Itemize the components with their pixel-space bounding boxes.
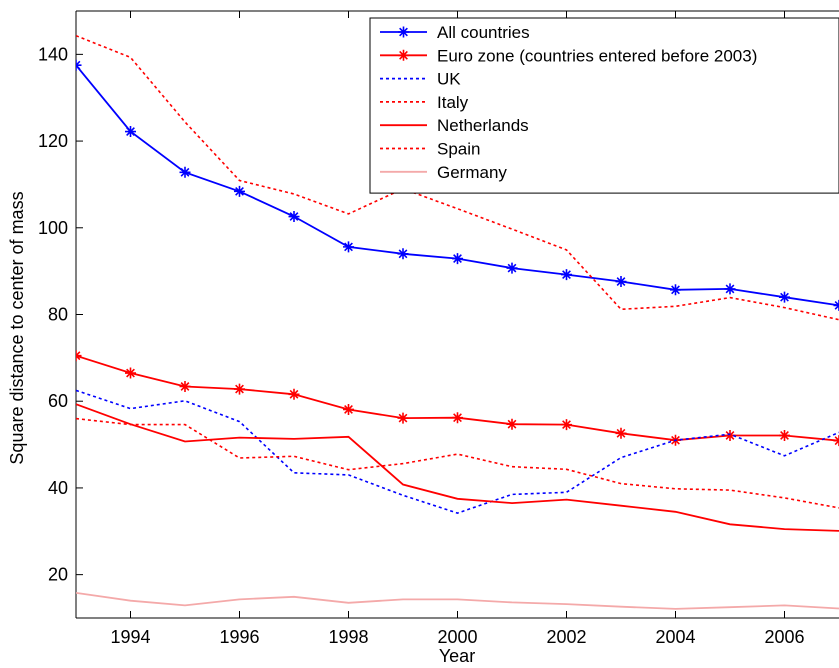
data-point-all: [452, 253, 463, 265]
y-tick-label: 120: [38, 131, 68, 151]
legend: All countries Euro zone (countries entere…: [369, 17, 839, 194]
data-point-all: [179, 166, 191, 178]
y-axis: 20 40 60 80 100 120 140: [38, 44, 83, 585]
legend-label: Italy: [437, 93, 469, 112]
data-point-all: [234, 185, 245, 197]
data-point-euro: [179, 380, 191, 392]
data-point-euro: [615, 427, 627, 439]
x-tick-label: 1998: [328, 627, 368, 647]
data-point-all: [76, 59, 82, 71]
data-point-all: [343, 241, 354, 253]
data-point-euro: [343, 403, 354, 415]
x-axis: 1994 1996 1998 2000 2002 2004 2006: [110, 11, 805, 647]
data-point-euro: [397, 412, 409, 424]
legend-label: Spain: [437, 140, 480, 159]
data-point-all: [506, 262, 518, 274]
legend-box: [369, 17, 839, 194]
data-point-all: [288, 211, 300, 223]
legend-item: Spain: [380, 140, 480, 159]
series-lines: [76, 34, 839, 610]
legend-item: All countries: [380, 23, 530, 42]
data-point-all: [125, 126, 136, 138]
x-tick-label: 2004: [655, 627, 695, 647]
legend-item: UK: [380, 70, 461, 89]
series-line-spain: [76, 34, 839, 321]
y-tick-label: 140: [38, 44, 68, 64]
y-tick-label: 40: [48, 478, 68, 498]
data-point-all: [397, 248, 409, 260]
legend-marker: [398, 49, 409, 61]
data-point-euro: [724, 429, 736, 441]
legend-marker: [398, 26, 409, 38]
data-point-euro: [125, 367, 136, 379]
legend-item: Germany: [380, 163, 507, 182]
legend-label: Germany: [437, 163, 507, 182]
legend-label: Euro zone (countries entered before 2003…: [437, 46, 757, 65]
data-point-all: [561, 269, 572, 281]
plot-area: [75, 10, 839, 619]
data-point-euro: [833, 435, 839, 447]
data-point-all: [779, 291, 790, 303]
series-line-uk: [76, 389, 839, 514]
legend-item: Italy: [380, 93, 469, 112]
x-tick-label: 1996: [219, 627, 259, 647]
legend-item: Euro zone (countries entered before 2003…: [380, 46, 757, 65]
y-tick-label: 100: [38, 218, 68, 238]
legend-label: UK: [437, 70, 461, 89]
data-point-euro: [288, 388, 300, 400]
data-point-all: [670, 284, 681, 296]
x-axis-label: Year: [439, 646, 475, 666]
series-line-netherlands: [76, 403, 839, 532]
data-point-euro: [234, 383, 245, 395]
y-tick-label: 60: [48, 391, 68, 411]
legend-label: All countries: [437, 23, 530, 42]
legend-item: Netherlands: [380, 116, 529, 135]
series-line-italy: [76, 417, 839, 509]
data-point-all: [724, 283, 736, 295]
y-tick-label: 20: [48, 565, 68, 585]
data-point-all: [833, 299, 839, 311]
data-point-euro: [506, 418, 518, 430]
x-tick-label: 1994: [110, 627, 150, 647]
series-line-germany: [76, 592, 839, 610]
x-tick-label: 2006: [764, 627, 804, 647]
y-axis-label: Square distance to center of mass: [7, 191, 27, 464]
data-point-euro: [779, 429, 790, 441]
legend-label: Netherlands: [437, 116, 529, 135]
data-point-euro: [561, 419, 572, 431]
data-point-euro: [452, 412, 463, 424]
x-tick-label: 2002: [546, 627, 586, 647]
data-point-euro: [76, 350, 82, 362]
y-tick-label: 80: [48, 305, 68, 325]
x-tick-label: 2000: [437, 627, 477, 647]
data-point-all: [615, 276, 627, 288]
